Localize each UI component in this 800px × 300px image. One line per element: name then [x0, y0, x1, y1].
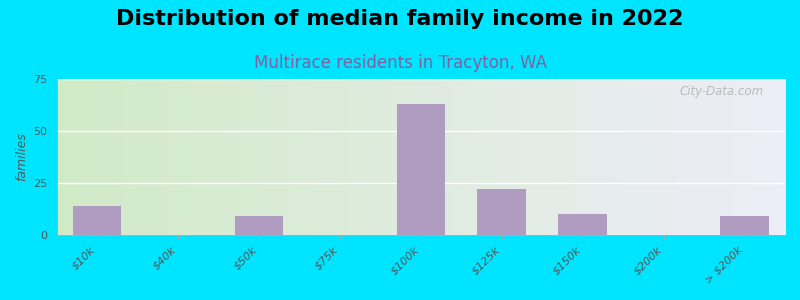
Text: Distribution of median family income in 2022: Distribution of median family income in …	[116, 9, 684, 29]
Bar	[397, 104, 445, 235]
Text: City-Data.com: City-Data.com	[679, 85, 763, 98]
Text: Multirace residents in Tracyton, WA: Multirace residents in Tracyton, WA	[254, 54, 546, 72]
Bar	[478, 189, 526, 235]
Bar	[73, 206, 122, 235]
Bar	[720, 216, 769, 235]
Bar	[234, 216, 283, 235]
Y-axis label: families: families	[15, 133, 28, 182]
Bar	[558, 214, 607, 235]
